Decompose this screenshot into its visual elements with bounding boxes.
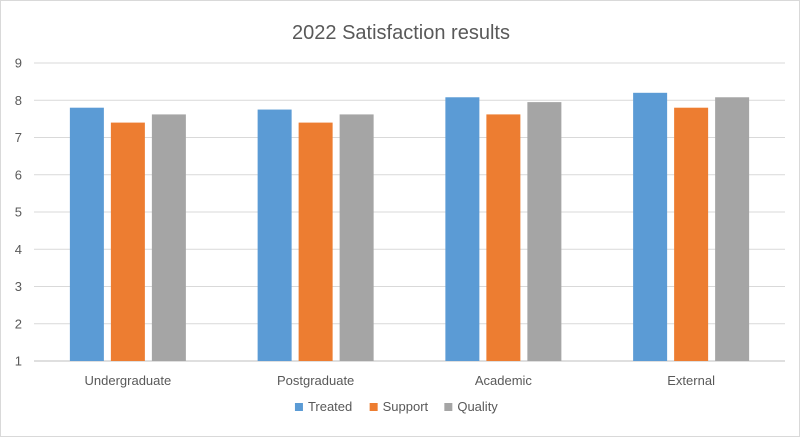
chart-title: 2022 Satisfaction results	[292, 22, 510, 44]
bar-treated-academic	[445, 97, 480, 362]
y-tick-label: 8	[15, 93, 22, 108]
bar-treated-external	[633, 92, 668, 362]
bar-treated-postgraduate	[257, 109, 292, 361]
y-tick-label: 9	[15, 56, 22, 71]
bar-support-undergraduate	[110, 122, 145, 361]
legend-label-treated: Treated	[308, 399, 352, 414]
y-tick-label: 5	[15, 205, 22, 220]
bars	[69, 92, 750, 362]
y-tick-label: 6	[15, 167, 22, 182]
x-category-label: External	[667, 373, 715, 388]
y-axis-ticks: 1 2 3 4 5 6 7 8 9	[15, 56, 22, 369]
bar-treated-undergraduate	[69, 107, 104, 361]
bar-quality-postgraduate	[339, 114, 374, 361]
x-category-label: Undergraduate	[85, 373, 172, 388]
x-category-label: Academic	[475, 373, 533, 388]
bar-quality-external	[715, 97, 750, 362]
bar-support-academic	[486, 114, 521, 361]
bar-support-external	[674, 107, 709, 361]
y-tick-label: 1	[15, 354, 22, 369]
bar-quality-undergraduate	[151, 114, 186, 361]
y-tick-label: 4	[15, 242, 22, 257]
bar-support-postgraduate	[298, 122, 333, 361]
y-tick-label: 2	[15, 316, 22, 331]
x-category-label: Postgraduate	[277, 373, 354, 388]
gridlines	[34, 62, 785, 362]
legend: Treated Support Quality	[294, 399, 498, 414]
y-tick-label: 7	[15, 130, 22, 145]
y-tick-label: 3	[15, 279, 22, 294]
legend-label-quality: Quality	[457, 399, 498, 414]
legend-swatch-quality	[444, 403, 453, 411]
x-axis-categories: Undergraduate Postgraduate Academic Externa…	[85, 373, 716, 388]
legend-swatch-support	[369, 403, 378, 411]
legend-label-support: Support	[383, 399, 429, 414]
legend-swatch-treated	[294, 403, 303, 411]
bar-quality-academic	[527, 102, 562, 362]
